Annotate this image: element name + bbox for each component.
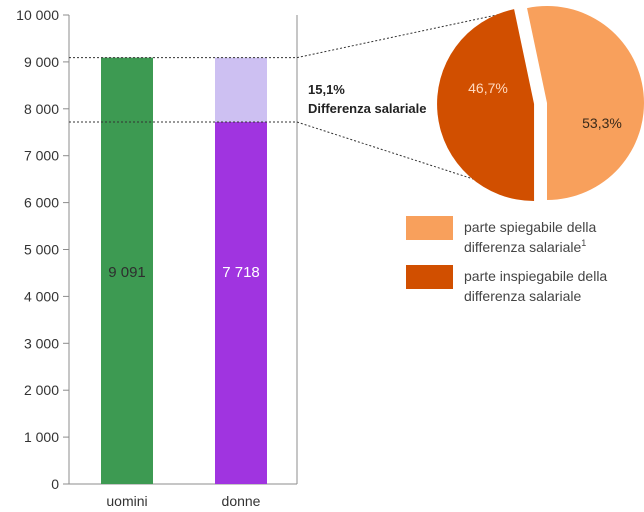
y-tick-label: 9 000 [24, 54, 59, 70]
gap-annotation: 15,1% Differenza salariale [308, 82, 427, 116]
y-tick-label: 2 000 [24, 382, 59, 398]
legend-swatch [406, 265, 453, 289]
y-tick-label: 6 000 [24, 195, 59, 211]
y-tick-label: 3 000 [24, 335, 59, 351]
y-tick-label: 0 [51, 476, 59, 492]
legend: parte spiegabile della differenza salaria… [406, 216, 607, 304]
legend-label-line1: parte inspiegabile della [464, 268, 607, 284]
y-tick-label: 1 000 [24, 429, 59, 445]
legend-footnote-marker: 1 [581, 238, 586, 248]
y-tick-label: 4 000 [24, 288, 59, 304]
legend-label-line2: differenza salariale1 [464, 238, 586, 255]
pie-slice-explained [527, 6, 644, 200]
connector-top-diagonal [296, 11, 511, 59]
gap-percentage: 15,1% [308, 82, 345, 97]
gap-caption: Differenza salariale [308, 101, 427, 116]
y-tick-label: 10 000 [16, 7, 59, 23]
legend-swatch [406, 216, 453, 240]
y-tick-label: 7 000 [24, 148, 59, 164]
x-category-label: donne [222, 493, 261, 509]
bar-uomini [101, 57, 153, 484]
bar-gap-segment [215, 57, 267, 123]
y-tick-label: 8 000 [24, 101, 59, 117]
y-axis: 0 1 000 2 000 3 000 4 000 5 000 6 000 7 000 8 00… [16, 7, 298, 492]
bar-series: 9 091 uomini 7 718 donne [101, 57, 267, 509]
pie-label-unexplained: 46,7% [468, 80, 508, 96]
pie-label-explained: 53,3% [582, 115, 622, 131]
pie-slice-unexplained [437, 9, 535, 202]
legend-label-line2: differenza salariale [464, 288, 581, 304]
legend-label-line1: parte spiegabile della [464, 219, 597, 235]
bar-donne [215, 122, 267, 484]
pie-chart: 53,3% 46,7% [437, 6, 644, 202]
x-category-label: uomini [106, 493, 147, 509]
bar-value-label: 7 718 [222, 264, 260, 281]
y-tick-label: 5 000 [24, 242, 59, 258]
bar-value-label: 9 091 [108, 264, 146, 281]
